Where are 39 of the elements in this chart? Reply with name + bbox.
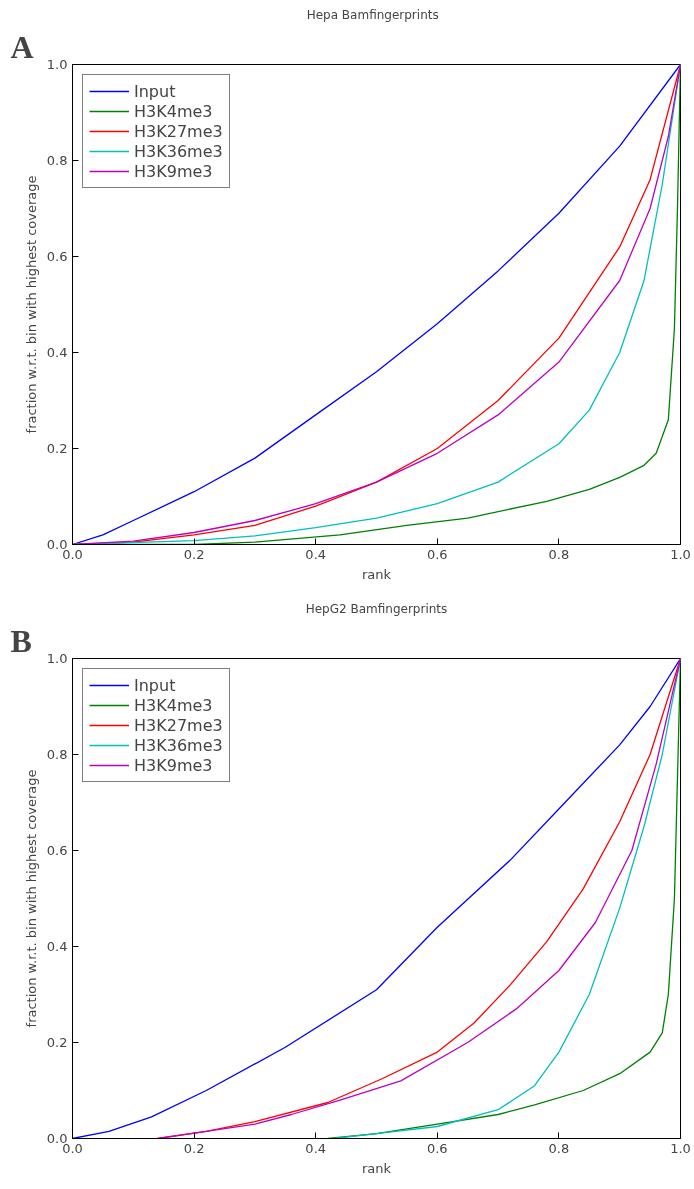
x-tick-label: 0.6 [426,1140,448,1156]
text: B [10,622,32,659]
y-tick-label: 1.0 [46,651,68,666]
legend-label: H3K9me3 [134,755,213,775]
chart-title: Hepa Bamfingerprints [306,7,439,22]
x-tick-label: 1.0 [670,546,691,562]
text: A [10,28,34,65]
y-axis-title: fraction w.r.t. bin with highest coverage [23,769,39,1028]
y-tick-label: 0.2 [46,1035,68,1050]
x-tick-label: 0.8 [548,1140,570,1156]
legend-label: H3K4me3 [134,101,213,121]
legend-label: H3K9me3 [134,161,213,181]
x-tick-label: 0.2 [183,546,205,562]
legend-label: H3K27me3 [134,121,223,141]
x-tick-label: 0.2 [183,1140,205,1156]
x-axis-title: rank [361,566,392,582]
y-tick-label: 0.2 [46,441,68,456]
y-tick-label: 0.6 [46,843,68,858]
x-tick-label: 0.4 [305,1140,327,1156]
y-tick-label: 0.6 [46,249,68,264]
y-tick-label: 0.8 [46,153,68,168]
legend-label: H3K36me3 [134,141,223,161]
x-tick-label: 1.0 [670,1140,691,1156]
x-tick-label: 0.6 [426,546,448,562]
x-tick-label: 0.4 [305,546,327,562]
legend-label: Input [134,675,176,695]
legend-label: H3K36me3 [134,735,223,755]
y-tick-label: 0.8 [46,747,68,762]
y-axis-title: fraction w.r.t. bin with highest coverage [23,175,39,434]
line-series [72,64,681,545]
legend-label: H3K4me3 [134,695,213,715]
y-tick-label: 1.0 [46,57,68,72]
y-tick-label: 0.4 [46,345,68,360]
x-tick-label: 0.8 [548,546,570,562]
y-tick-label: 0.4 [46,939,68,954]
legend-label: H3K27me3 [134,715,223,735]
chart-title: HepG2 Bamfingerprints [305,601,448,616]
x-axis-title: rank [361,1160,392,1176]
legend-label: Input [134,81,176,101]
